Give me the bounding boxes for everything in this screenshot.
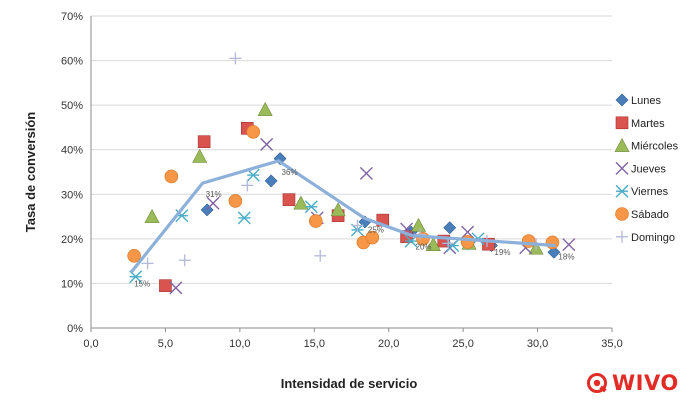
legend-label-miercoles: Miércoles (631, 141, 679, 153)
legend-marker-viernes (615, 184, 629, 198)
data-point-viernes (237, 211, 251, 225)
legend-label-viernes: Viernes (631, 186, 669, 198)
trend-data-labels: 15% 31% 36% 25% 20% 19% 18% (134, 168, 574, 288)
x-tick-label: 25,0 (452, 338, 473, 350)
y-tick-label: 60% (61, 56, 83, 68)
legend-marker-lunes (615, 93, 629, 107)
y-tick-label: 70% (61, 11, 83, 23)
y-tick-label: 10% (61, 278, 83, 290)
y-tick-label: 50% (61, 100, 83, 112)
data-point-miercoles (425, 237, 441, 251)
trend-data-label: 18% (558, 253, 574, 262)
data-point-sabado (365, 230, 380, 245)
data-point-sabado (521, 234, 536, 248)
data-point-sabado (308, 214, 323, 228)
x-tick-label: 35,0 (601, 338, 622, 350)
data-point-domingo (178, 254, 191, 267)
data-point-sabado (228, 194, 243, 208)
legend-marker-domingo (616, 230, 628, 243)
legend-label-domingo: Domingo (631, 232, 675, 244)
trend-data-label: 19% (494, 248, 510, 257)
data-point-miercoles (192, 148, 208, 163)
data-point-jueves (461, 225, 475, 239)
data-point-jueves (359, 166, 373, 180)
data-point-jueves (206, 196, 220, 210)
wivo-logo-icon (587, 373, 607, 393)
data-point-sabado (127, 248, 141, 263)
data-point-lunes (443, 221, 457, 235)
data-point-viernes (304, 200, 318, 214)
gridlines (91, 15, 612, 329)
x-axis-title: Intensidad de servicio (281, 376, 418, 391)
data-point-miercoles (330, 202, 346, 217)
legend-label-martes: Martes (631, 118, 665, 130)
legend-label-sabado: Sábado (631, 209, 669, 221)
data-point-domingo (351, 219, 364, 232)
data-point-domingo (314, 249, 327, 262)
trend-data-label: 15% (134, 279, 150, 288)
y-tick-label: 20% (61, 234, 83, 246)
data-point-martes (159, 279, 172, 292)
legend-marker-sabado (615, 207, 629, 221)
trend-line (129, 159, 556, 274)
data-point-miercoles (410, 217, 426, 232)
x-tick-label: 20,0 (378, 338, 399, 350)
data-point-domingo (141, 257, 154, 270)
y-tick-labels: 0% 10% 20% 30% 40% 50% 60% 70% (61, 11, 83, 335)
legend-marker-jueves (615, 161, 629, 175)
data-point-jueves (260, 137, 274, 151)
trend-data-label: 36% (282, 168, 298, 177)
y-tick-label: 0% (67, 323, 83, 335)
data-point-sabado (460, 235, 475, 249)
data-point-lunes (547, 245, 561, 259)
legend-label-jueves: Jueves (631, 163, 666, 175)
data-point-lunes (264, 174, 278, 188)
data-points (127, 52, 576, 295)
data-point-martes (197, 135, 211, 148)
data-point-jueves (562, 238, 576, 252)
y-tick-label: 30% (61, 189, 83, 201)
trend-line-group (129, 159, 556, 274)
data-point-sabado (545, 235, 560, 250)
x-tick-label: 30,0 (527, 338, 548, 350)
data-point-miercoles (257, 101, 273, 116)
data-point-martes (282, 193, 296, 206)
data-point-miercoles (144, 208, 160, 223)
data-point-viernes (129, 270, 143, 284)
y-axis-title: Tasa de conversión (23, 112, 38, 232)
legend: Lunes Martes Miércoles Jueves Viernes Sábado D… (614, 93, 679, 244)
x-tick-labels: 0,0 5,0 10,0 15,0 20,0 25,0 30,0 35,0 (83, 338, 622, 350)
data-point-domingo (229, 52, 242, 65)
data-point-miercoles (293, 195, 309, 210)
legend-marker-miercoles (614, 137, 630, 152)
x-tick-label: 10,0 (229, 338, 250, 350)
data-point-sabado (246, 125, 261, 139)
legend-marker-martes (615, 116, 629, 130)
x-tick-label: 5,0 (158, 338, 173, 350)
x-tick-label: 0,0 (83, 338, 98, 350)
axes (90, 16, 613, 332)
legend-label-lunes: Lunes (631, 95, 661, 107)
data-point-domingo (241, 179, 254, 192)
wivo-logo-text: WIVO (612, 371, 679, 395)
y-tick-label: 40% (61, 145, 83, 157)
x-tick-label: 15,0 (304, 338, 325, 350)
trend-data-label: 31% (206, 190, 222, 199)
trend-data-label: 20% (416, 243, 432, 252)
data-point-sabado (164, 169, 179, 184)
trend-data-label: 25% (368, 225, 384, 234)
wivo-logo: WIVO (586, 371, 679, 395)
data-point-jueves (169, 281, 183, 295)
